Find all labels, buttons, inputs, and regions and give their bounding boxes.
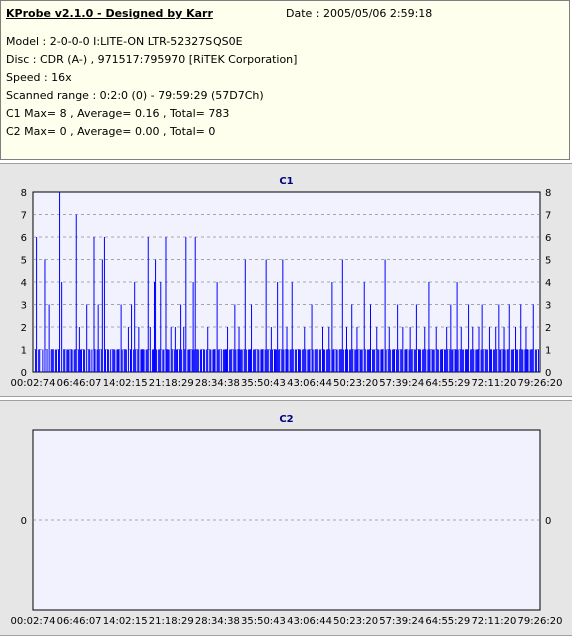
speed-info: Speed : 16x xyxy=(6,71,72,84)
y-tick-label-right: 0 xyxy=(545,516,551,527)
c2-chart: C2 0 0 00:02:74 06:46:07 14:02:15 21:18:29 28:3… xyxy=(11,414,563,627)
x-tick-label: 06:46:07 xyxy=(57,378,102,389)
c1-stats: C1 Max= 8 , Average= 0.16 , Total= 783 xyxy=(6,107,230,120)
x-tick-label: 21:18:29 xyxy=(149,378,194,389)
app-title: KProbe v2.1.0 - Designed by Karr xyxy=(6,7,213,20)
y-tick-label-right: 6 xyxy=(545,233,551,244)
y-tick-label-right: 3 xyxy=(545,301,551,312)
y-tick-label-left: 5 xyxy=(21,256,27,267)
x-tick-label: 00:02:74 xyxy=(11,616,56,627)
c1-chart-panel: C1 0 0 1 1 2 2 3 3 4 4 5 5 6 6 7 7 8 8 00:02:74 06:46:07 14:0… xyxy=(0,163,572,397)
x-tick-label: 72:11:20 xyxy=(471,616,516,627)
y-tick-label-left: 6 xyxy=(21,233,27,244)
x-tick-label: 43:06:44 xyxy=(287,378,332,389)
c2-stats: C2 Max= 0 , Average= 0.00 , Total= 0 xyxy=(6,125,216,138)
drive-firmware: QS0E xyxy=(213,35,243,48)
info-panel: KProbe v2.1.0 - Designed by Karr Date : … xyxy=(0,0,570,160)
y-tick-label-right: 4 xyxy=(545,278,551,289)
y-tick-label-left: 0 xyxy=(21,368,27,379)
y-tick-label-right: 8 xyxy=(545,188,551,199)
scanned-range: Scanned range : 0:2:0 (0) - 79:59:29 (57… xyxy=(6,89,264,102)
x-tick-label: 50:23:20 xyxy=(333,616,378,627)
y-tick-label-left: 1 xyxy=(21,346,27,357)
x-tick-label: 00:02:74 xyxy=(11,378,56,389)
x-tick-label: 35:50:43 xyxy=(241,616,286,627)
x-tick-label: 64:55:29 xyxy=(425,616,470,627)
chart-title: C2 xyxy=(279,414,293,425)
c1-chart: C1 0 0 1 1 2 2 3 3 4 4 5 5 6 6 7 7 8 8 00:02:74 06:46:07 14:0… xyxy=(11,176,563,389)
x-tick-label: 57:39:24 xyxy=(379,616,424,627)
x-tick-label: 43:06:44 xyxy=(287,616,332,627)
x-tick-label: 79:26:20 xyxy=(518,378,563,389)
y-tick-label-left: 0 xyxy=(21,516,27,527)
x-tick-label: 28:34:38 xyxy=(195,616,240,627)
x-tick-label: 14:02:15 xyxy=(103,378,148,389)
x-tick-label: 64:55:29 xyxy=(425,378,470,389)
drive-model: Model : 2-0-0-0 I:LITE-ON LTR-52327S xyxy=(6,35,213,48)
y-tick-label-left: 8 xyxy=(21,188,27,199)
x-tick-label: 14:02:15 xyxy=(103,616,148,627)
x-tick-label: 72:11:20 xyxy=(471,378,516,389)
y-tick-label-left: 4 xyxy=(21,278,27,289)
y-tick-label-right: 0 xyxy=(545,368,551,379)
y-tick-label-left: 7 xyxy=(21,211,27,222)
y-tick-label-left: 3 xyxy=(21,301,27,312)
x-tick-label: 21:18:29 xyxy=(149,616,194,627)
x-tick-label: 57:39:24 xyxy=(379,378,424,389)
y-tick-label-left: 2 xyxy=(21,323,27,334)
y-tick-label-right: 5 xyxy=(545,256,551,267)
x-tick-label: 35:50:43 xyxy=(241,378,286,389)
y-tick-label-right: 7 xyxy=(545,211,551,222)
x-tick-label: 28:34:38 xyxy=(195,378,240,389)
disc-info: Disc : CDR (A-) , 971517:795970 [RiTEK C… xyxy=(6,53,298,66)
chart-title: C1 xyxy=(279,176,293,187)
x-tick-label: 06:46:07 xyxy=(57,616,102,627)
y-tick-label-right: 2 xyxy=(545,323,551,334)
x-tick-label: 79:26:20 xyxy=(518,616,563,627)
y-tick-label-right: 1 xyxy=(545,346,551,357)
x-tick-label: 50:23:20 xyxy=(333,378,378,389)
scan-date: Date : 2005/05/06 2:59:18 xyxy=(286,7,433,20)
c2-chart-panel: C2 0 0 00:02:74 06:46:07 14:02:15 21:18:29 28:3… xyxy=(0,400,572,636)
